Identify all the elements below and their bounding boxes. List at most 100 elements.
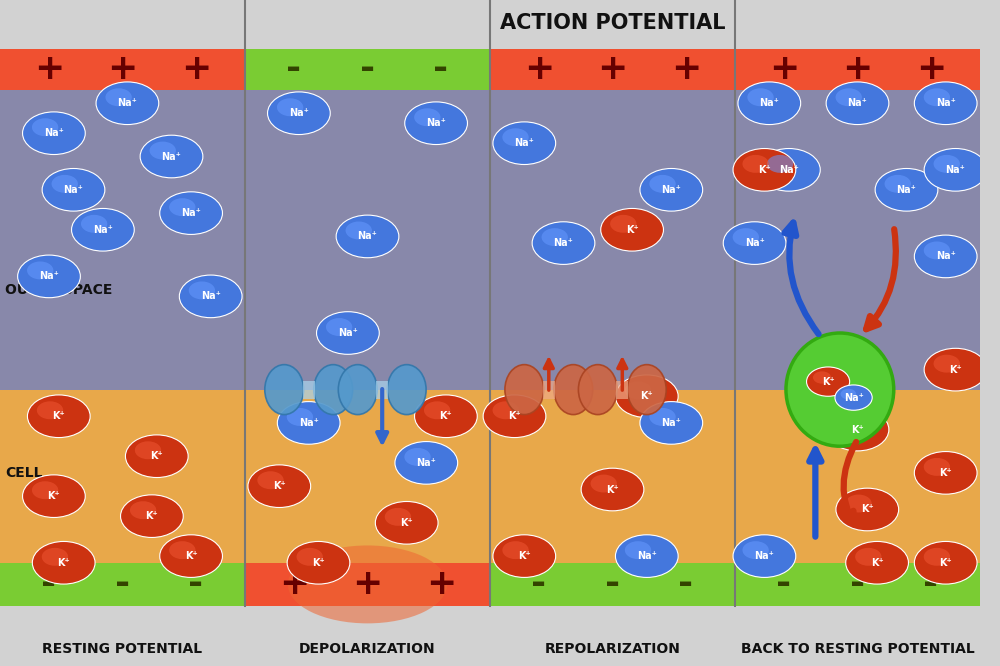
Circle shape [640,168,703,211]
Bar [543,380,555,398]
Circle shape [542,228,568,246]
Circle shape [179,275,242,318]
Bar [0,49,245,90]
Bar [735,390,980,563]
Bar [245,390,490,563]
Bar [245,49,490,90]
Text: Na⁺: Na⁺ [759,98,779,109]
Circle shape [287,408,313,426]
Circle shape [277,402,340,444]
Text: K⁺: K⁺ [939,468,952,478]
Circle shape [493,122,556,165]
Circle shape [914,452,977,494]
Bar [0,90,245,390]
Text: CELL: CELL [5,466,42,480]
Text: +: + [107,52,138,87]
Circle shape [615,535,678,577]
Circle shape [625,541,651,559]
Circle shape [424,402,450,419]
Circle shape [140,135,203,178]
Circle shape [640,402,703,444]
Circle shape [649,175,676,192]
Ellipse shape [505,365,544,414]
Circle shape [257,472,284,489]
Text: Na⁺: Na⁺ [897,184,916,195]
Circle shape [121,495,183,537]
Circle shape [924,242,950,259]
Circle shape [385,508,411,525]
Circle shape [81,215,107,232]
Text: -: - [41,567,57,601]
Circle shape [336,215,399,258]
Circle shape [23,475,85,517]
Text: Na⁺: Na⁺ [299,418,319,428]
Circle shape [924,149,987,191]
Text: -: - [923,567,939,601]
Circle shape [532,222,595,264]
Circle shape [326,318,352,336]
Text: +: + [352,567,383,601]
Circle shape [375,501,438,544]
Text: REPOLARIZATION: REPOLARIZATION [545,642,680,657]
Text: Na⁺: Na⁺ [554,238,573,248]
Circle shape [610,215,636,232]
Text: -: - [188,567,204,601]
Circle shape [733,228,759,246]
Circle shape [32,119,58,136]
Circle shape [415,395,477,438]
Text: Na⁺: Na⁺ [338,328,358,338]
Ellipse shape [387,365,426,414]
Circle shape [405,102,467,145]
Text: Na⁺: Na⁺ [93,224,113,235]
Text: Na⁺: Na⁺ [416,458,436,468]
Text: Na⁺: Na⁺ [39,271,59,282]
Ellipse shape [578,365,617,414]
Circle shape [581,468,644,511]
Circle shape [733,535,796,577]
Text: K⁺: K⁺ [150,451,163,462]
Text: Na⁺: Na⁺ [514,138,534,149]
Text: K⁺: K⁺ [508,411,521,422]
Circle shape [649,408,676,426]
Text: Na⁺: Na⁺ [745,238,765,248]
Text: DEPOLARIZATION: DEPOLARIZATION [299,642,436,657]
Circle shape [493,535,556,577]
Bar [490,90,735,390]
Circle shape [747,89,774,106]
Text: Na⁺: Na⁺ [936,98,956,109]
Text: K⁺: K⁺ [146,511,158,521]
Text: K⁺: K⁺ [871,557,883,568]
Circle shape [395,442,458,484]
Text: -: - [605,567,620,601]
Circle shape [826,82,889,125]
Text: Na⁺: Na⁺ [201,291,221,302]
Circle shape [615,375,678,418]
Circle shape [723,222,786,264]
Text: -: - [678,567,694,601]
Text: K⁺: K⁺ [518,551,531,561]
Text: -: - [850,567,865,601]
Text: K⁺: K⁺ [949,364,962,375]
Circle shape [23,112,85,155]
Circle shape [738,82,801,125]
Circle shape [836,488,899,531]
Bar [490,49,735,90]
Text: Na⁺: Na⁺ [844,392,864,403]
Text: Na⁺: Na⁺ [162,151,181,162]
Text: OUTER SPACE: OUTER SPACE [5,282,112,297]
Text: K⁺: K⁺ [822,376,834,387]
Circle shape [502,129,529,146]
Circle shape [287,541,350,584]
Circle shape [742,541,769,559]
Text: K⁺: K⁺ [312,557,325,568]
Circle shape [758,149,820,191]
Circle shape [845,495,872,512]
Text: Na⁺: Na⁺ [936,251,956,262]
Circle shape [855,548,881,565]
Text: K⁺: K⁺ [48,491,60,501]
Circle shape [493,402,519,419]
Circle shape [42,548,68,565]
Text: -: - [360,52,375,87]
Circle shape [885,175,911,192]
Circle shape [767,155,793,172]
